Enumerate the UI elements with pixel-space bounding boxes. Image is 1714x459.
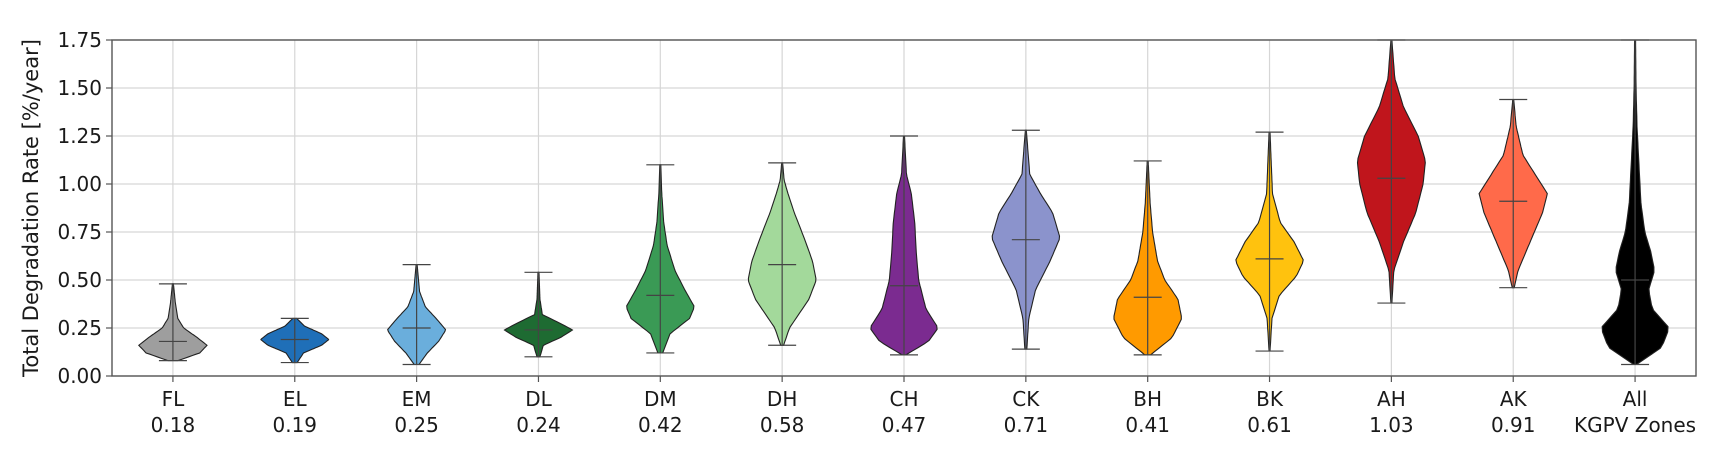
x-tick-value: 0.24 bbox=[516, 413, 561, 437]
x-tick-value: 0.42 bbox=[638, 413, 683, 437]
x-tick-value: 1.03 bbox=[1369, 413, 1414, 437]
violin-fl bbox=[137, 283, 208, 362]
x-tick-label: DH bbox=[767, 387, 797, 411]
violin-ck bbox=[991, 129, 1061, 350]
x-tick-label: AH bbox=[1377, 387, 1406, 411]
x-tick-label: DL bbox=[525, 387, 552, 411]
x-tick-value: 0.41 bbox=[1125, 413, 1170, 437]
x-tick-label: EL bbox=[283, 387, 308, 411]
y-tick-label: 0.75 bbox=[57, 220, 102, 244]
x-tick-value: 0.18 bbox=[151, 413, 196, 437]
x-tick-sublabel: KGPV Zones bbox=[1574, 413, 1696, 437]
x-tick-label: All bbox=[1623, 387, 1648, 411]
y-tick-label: 0.50 bbox=[57, 268, 102, 292]
x-tick-value: 0.47 bbox=[882, 413, 927, 437]
violin-ch bbox=[870, 135, 938, 356]
y-axis-label: Total Degradation Rate [%/year] bbox=[19, 39, 43, 378]
violin-bk bbox=[1235, 131, 1304, 352]
violin-all bbox=[1601, 39, 1669, 366]
violin-dh bbox=[747, 162, 817, 346]
x-tick-label: EM bbox=[402, 387, 432, 411]
violin-dm bbox=[626, 164, 695, 354]
x-tick-value: 0.71 bbox=[1004, 413, 1049, 437]
x-tick-label: CH bbox=[889, 387, 918, 411]
violin-dl bbox=[503, 271, 574, 358]
violin-ah bbox=[1356, 39, 1426, 304]
y-tick-label: 1.00 bbox=[57, 172, 102, 196]
violin-el bbox=[260, 317, 330, 364]
y-tick-label: 0.00 bbox=[57, 364, 102, 388]
violin-ak bbox=[1478, 98, 1548, 289]
y-tick-label: 0.25 bbox=[57, 316, 102, 340]
x-tick-label: AK bbox=[1500, 387, 1528, 411]
x-tick-label: FL bbox=[162, 387, 186, 411]
y-tick-label: 1.25 bbox=[57, 124, 102, 148]
violin-bh bbox=[1113, 160, 1182, 356]
violin-em bbox=[387, 264, 447, 366]
x-tick-label: BK bbox=[1256, 387, 1284, 411]
x-tick-value: 0.58 bbox=[760, 413, 805, 437]
x-tick-label: BH bbox=[1133, 387, 1162, 411]
violin-layer bbox=[137, 39, 1669, 366]
x-tick-value: 0.19 bbox=[273, 413, 318, 437]
y-tick-label: 1.50 bbox=[57, 76, 102, 100]
x-tick-value: 0.25 bbox=[394, 413, 439, 437]
y-tick-label: 1.75 bbox=[57, 28, 102, 52]
x-tick-label: DM bbox=[644, 387, 677, 411]
x-tick-label: CK bbox=[1012, 387, 1040, 411]
x-axis-ticks: FL0.18EL0.19EM0.25DL0.24DM0.42DH0.58CH0.… bbox=[151, 376, 1696, 437]
y-axis-ticks: 0.00 0.25 0.50 0.75 1.00 1.25 1.50 1.75 bbox=[57, 28, 112, 388]
x-tick-value: 0.91 bbox=[1491, 413, 1536, 437]
x-tick-value: 0.61 bbox=[1247, 413, 1292, 437]
